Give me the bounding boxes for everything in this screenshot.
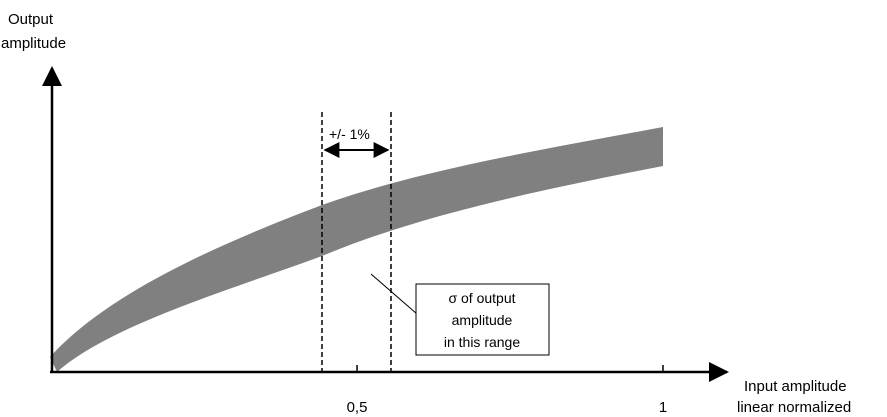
y-axis-label-line-2: amplitude	[1, 35, 66, 52]
x-axis-label-line-2: linear normalized	[737, 399, 851, 416]
annotation-line-2: amplitude	[452, 312, 513, 328]
x-tick-label-1: 1	[659, 399, 667, 416]
annotation-leader-line	[370, 273, 418, 315]
annotation-line-3: in this range	[444, 334, 520, 350]
x-tick-label-0-5: 0,5	[347, 399, 368, 416]
annotation-box	[415, 283, 550, 356]
y-axis-label-line-1: Output	[8, 11, 54, 28]
x-axis-label-line-1: Input amplitude	[744, 378, 847, 395]
output-amplitude-band	[50, 127, 663, 372]
annotation-line-1: σ of output	[448, 290, 515, 306]
range-label: +/- 1%	[329, 126, 370, 142]
